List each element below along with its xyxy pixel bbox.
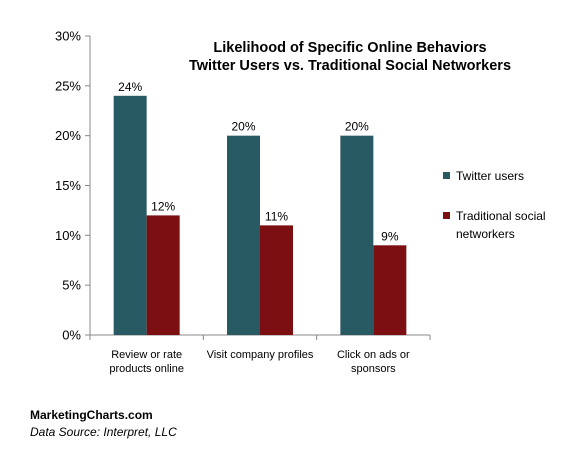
data-label: 20% xyxy=(231,120,255,134)
chart-title-line: Likelihood of Specific Online Behaviors xyxy=(213,40,486,56)
x-category-label: Review or rate products online xyxy=(109,349,184,375)
y-tick-label: 10% xyxy=(55,228,81,243)
y-tick-label: 25% xyxy=(55,78,81,93)
legend: Twitter users Traditional social networker… xyxy=(443,169,546,241)
chart-title: Likelihood of Specific Online Behaviors T… xyxy=(189,40,511,74)
bar xyxy=(113,95,147,335)
bar xyxy=(227,135,260,335)
bar-chart: Likelihood of Specific Online Behaviors T… xyxy=(55,29,546,376)
data-label: 12% xyxy=(151,199,175,213)
x-axis-categories: Review or rate products online Visit compa… xyxy=(89,335,431,375)
x-category-label: Visit company profiles xyxy=(207,349,314,361)
bars: 24% 12% 20% 11% 20% 9% xyxy=(113,80,407,335)
data-label: 11% xyxy=(265,209,288,223)
legend-swatch xyxy=(443,172,450,179)
bar xyxy=(260,225,293,335)
y-tick-label: 0% xyxy=(62,328,81,343)
legend-label: Twitter users xyxy=(456,169,524,183)
y-tick-label: 5% xyxy=(62,278,81,293)
y-tick-label: 20% xyxy=(55,128,81,143)
y-tick-label: 15% xyxy=(55,178,81,193)
bar xyxy=(340,135,374,335)
bar xyxy=(146,215,180,335)
data-label: 24% xyxy=(118,80,142,94)
data-source: Data Source: Interpret, LLC xyxy=(30,425,177,439)
bar xyxy=(373,245,407,335)
source-brand: MarketingCharts.com xyxy=(30,408,153,422)
y-tick-label: 30% xyxy=(55,29,81,44)
chart-title-line: Twitter Users vs. Traditional Social Net… xyxy=(189,58,511,74)
legend-label: Traditional social networkers xyxy=(456,209,546,241)
data-label: 20% xyxy=(345,120,369,134)
legend-swatch xyxy=(443,212,450,219)
data-label: 9% xyxy=(381,229,399,243)
x-category-label: Click on ads or sponsors xyxy=(337,349,410,375)
